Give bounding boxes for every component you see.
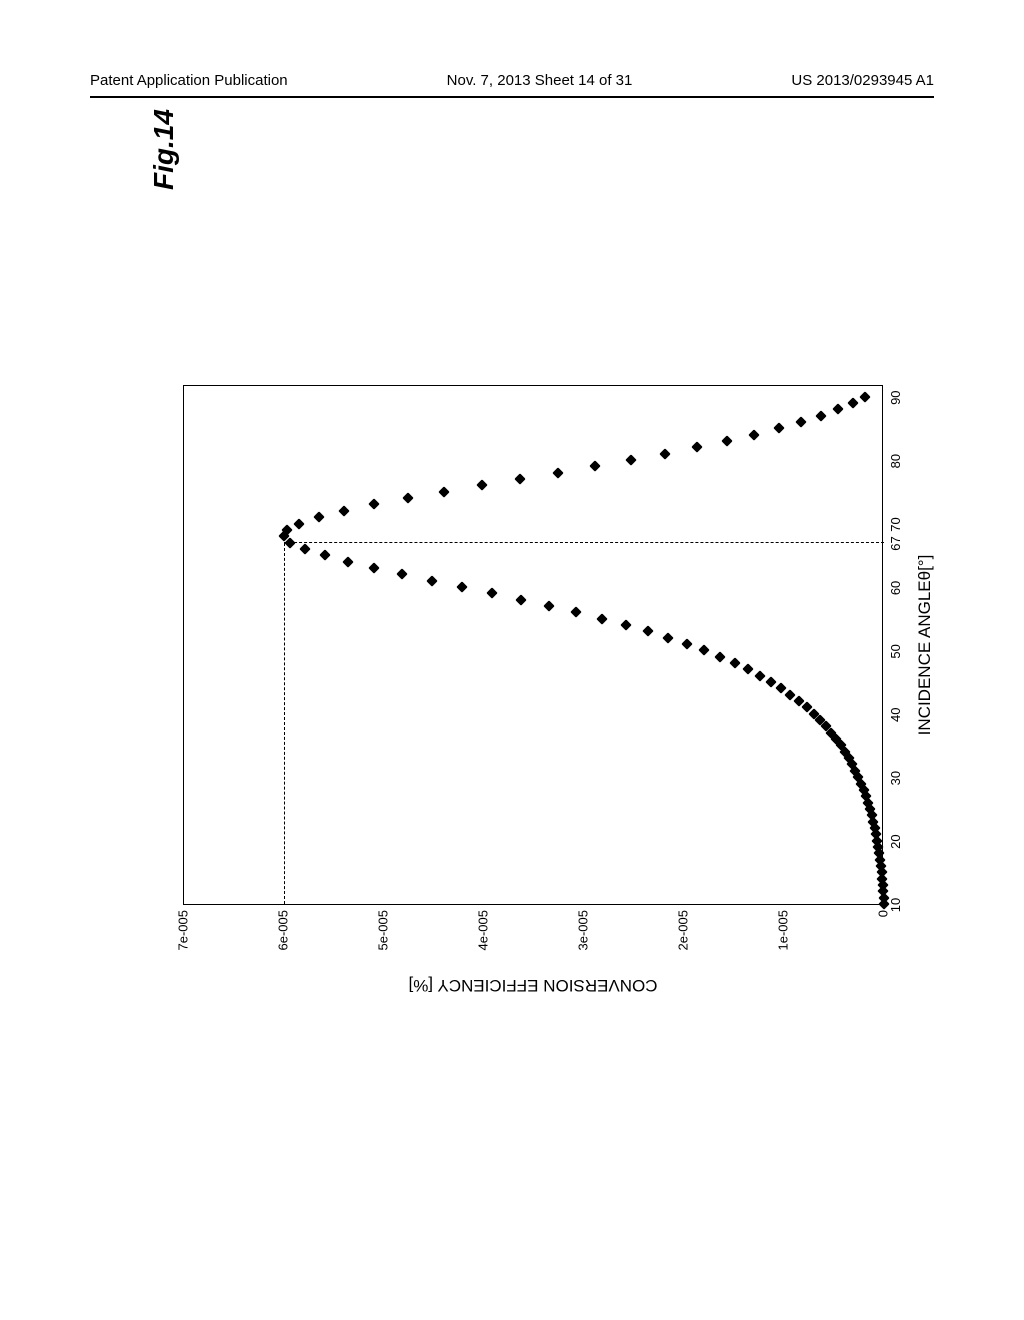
guide-horizontal (284, 543, 285, 904)
x-axis-title: INCIDENCE ANGLEθ[°] (915, 555, 935, 736)
figure-label: Fig.14 (148, 109, 180, 190)
data-point (742, 664, 753, 675)
data-point (625, 454, 636, 465)
conversion-efficiency-chart: CONVERSION EFFICIENCY [%] INCIDENCE ANGL… (163, 355, 983, 985)
header-rule (90, 96, 934, 98)
data-point (775, 683, 786, 694)
y-tick-label: 5e-005 (376, 910, 391, 950)
data-point (293, 518, 304, 529)
data-point (748, 429, 759, 440)
y-tick-label: 1e-005 (776, 910, 791, 950)
data-point (847, 397, 858, 408)
x-tick-label: 60 (888, 581, 903, 595)
data-point (515, 594, 526, 605)
data-point (698, 645, 709, 656)
data-point (832, 404, 843, 415)
data-point (765, 676, 776, 687)
data-point (596, 613, 607, 624)
x-tick-label: 90 (888, 390, 903, 404)
page-header: Patent Application Publication Nov. 7, 2… (0, 72, 1024, 89)
data-point (338, 505, 349, 516)
x-tick-label: 50 (888, 644, 903, 658)
x-tick-label: 20 (888, 834, 903, 848)
guide-vertical (284, 542, 884, 543)
data-point (721, 435, 732, 446)
data-point (486, 588, 497, 599)
data-point (299, 543, 310, 554)
data-point (659, 448, 670, 459)
x-tick-label: 80 (888, 454, 903, 468)
data-point (815, 410, 826, 421)
x-tick-label: 40 (888, 708, 903, 722)
data-point (714, 651, 725, 662)
data-point (570, 607, 581, 618)
data-point (514, 473, 525, 484)
data-point (552, 467, 563, 478)
y-tick-label: 3e-005 (576, 910, 591, 950)
data-point (729, 657, 740, 668)
data-point (642, 626, 653, 637)
publication-number: US 2013/0293945 A1 (791, 72, 934, 89)
y-tick-label: 4e-005 (476, 910, 491, 950)
data-point (396, 569, 407, 580)
data-point (691, 442, 702, 453)
x-tick-label: 10 (888, 898, 903, 912)
data-point (476, 480, 487, 491)
data-point (754, 670, 765, 681)
data-point (319, 550, 330, 561)
data-point (342, 556, 353, 567)
data-point (438, 486, 449, 497)
data-point (662, 632, 673, 643)
data-point (543, 600, 554, 611)
data-point (426, 575, 437, 586)
data-point (859, 391, 870, 402)
x-tick-label: 70 (888, 517, 903, 531)
data-point (313, 512, 324, 523)
y-tick-label: 6e-005 (276, 910, 291, 950)
y-tick-label: 7e-005 (176, 910, 191, 950)
data-point (456, 581, 467, 592)
data-point (368, 499, 379, 510)
data-point (681, 638, 692, 649)
data-point (620, 619, 631, 630)
plot-area (183, 385, 883, 905)
data-point (773, 423, 784, 434)
sheet-info: Nov. 7, 2013 Sheet 14 of 31 (447, 72, 633, 89)
publication-type: Patent Application Publication (90, 72, 288, 89)
data-point (368, 562, 379, 573)
y-axis-title: CONVERSION EFFICIENCY [%] (408, 975, 657, 995)
x-tick-label: 67 (888, 536, 903, 550)
data-point (589, 461, 600, 472)
data-point (795, 416, 806, 427)
x-tick-label: 30 (888, 771, 903, 785)
data-point (402, 492, 413, 503)
y-tick-label: 2e-005 (676, 910, 691, 950)
